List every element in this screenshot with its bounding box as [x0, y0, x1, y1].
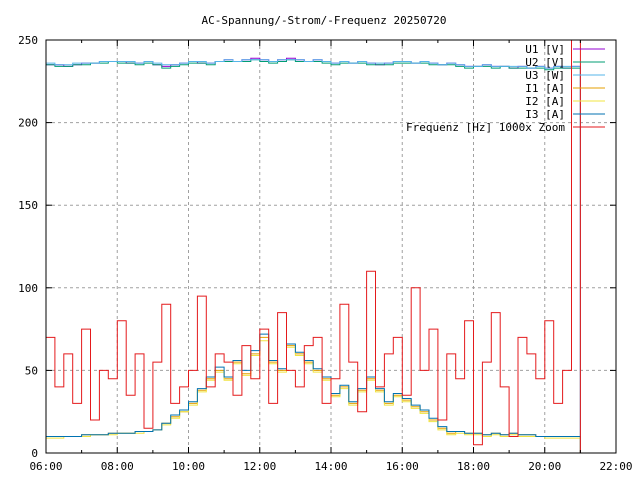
x-tick-label: 18:00 — [457, 460, 490, 473]
x-tick-label: 20:00 — [528, 460, 561, 473]
y-tick-label: 150 — [18, 199, 38, 212]
legend-label: U2 [V] — [525, 56, 565, 69]
y-tick-label: 50 — [25, 364, 38, 377]
x-tick-label: 14:00 — [314, 460, 347, 473]
x-tick-label: 22:00 — [599, 460, 632, 473]
chart-title: AC-Spannung/-Strom/-Frequenz 20250720 — [201, 14, 446, 27]
series-group — [46, 39, 581, 453]
x-tick-label: 08:00 — [101, 460, 134, 473]
legend-label: Frequenz [Hz] 1000x Zoom — [406, 121, 565, 134]
axis-ticks: 0 50 100 150 200 250 06:00 08:00 10:00 12:00 14:00… — [18, 34, 632, 473]
y-tick-label: 100 — [18, 282, 38, 295]
x-tick-label: 12:00 — [243, 460, 276, 473]
legend-label: I2 [A] — [525, 95, 565, 108]
y-tick-label: 200 — [18, 117, 38, 130]
legend-label: U3 [W] — [525, 69, 565, 82]
legend-label: I1 [A] — [525, 82, 565, 95]
legend: U1 [V]U2 [V]U3 [W]I1 [A]I2 [A]I3 [A]Freq… — [406, 43, 605, 134]
x-tick-label: 16:00 — [386, 460, 419, 473]
legend-label: I3 [A] — [525, 108, 565, 121]
legend-label: U1 [V] — [525, 43, 565, 56]
x-tick-label: 10:00 — [172, 460, 205, 473]
y-tick-label: 0 — [31, 447, 38, 460]
series-line-6 — [46, 39, 581, 453]
x-tick-label: 06:00 — [29, 460, 62, 473]
series-line-2 — [46, 59, 581, 453]
y-tick-label: 250 — [18, 34, 38, 47]
